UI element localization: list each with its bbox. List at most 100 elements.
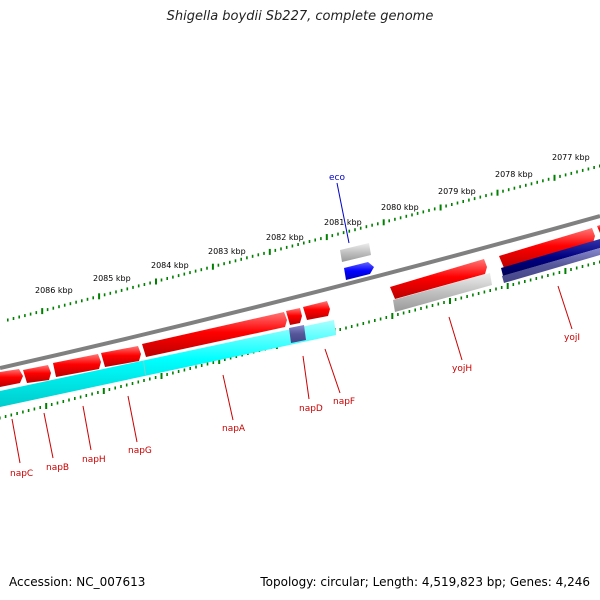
gene-arrow[interactable] — [390, 259, 487, 299]
minor-tick — [257, 253, 260, 257]
minor-tick — [472, 293, 474, 297]
minor-tick — [530, 182, 533, 186]
gene-leader-lines — [11, 285, 573, 464]
minor-tick — [416, 211, 419, 215]
scale-label: 2080 kbp — [381, 203, 419, 212]
minor-tick — [149, 281, 151, 285]
minor-tick — [7, 318, 9, 322]
minor-tick — [154, 376, 157, 379]
gene-label: napF — [333, 397, 355, 407]
minor-tick — [137, 380, 140, 384]
gene-label: napG — [128, 446, 152, 456]
minor-tick — [350, 325, 353, 328]
minor-tick — [143, 379, 145, 382]
minor-tick — [206, 362, 209, 366]
minor-tick — [500, 286, 503, 289]
minor-tick — [114, 386, 116, 390]
minor-tick — [166, 373, 168, 376]
gene-label: napD — [299, 404, 323, 414]
minor-tick — [79, 395, 82, 399]
minor-tick — [402, 311, 405, 315]
scale-label: 2077 kbp — [552, 153, 590, 162]
major-tick — [211, 263, 214, 270]
minor-tick — [16, 412, 18, 415]
major-tick — [268, 248, 271, 255]
gene-label: napH — [82, 455, 106, 465]
minor-tick — [445, 204, 447, 208]
gene-arrow[interactable] — [286, 308, 302, 325]
major-tick — [218, 358, 221, 364]
minor-tick — [564, 173, 567, 177]
minor-tick — [74, 397, 76, 400]
scale-label: 2086 kbp — [35, 286, 73, 295]
minor-tick — [535, 277, 538, 280]
minor-tick — [143, 283, 146, 286]
grey-feature[interactable] — [393, 273, 492, 312]
scale-labels: 2086 kbp 2085 kbp 2084 kbp 2083 kbp 2082… — [35, 153, 590, 295]
minor-tick — [460, 296, 463, 300]
minor-tick — [166, 277, 168, 280]
minor-tick — [529, 278, 532, 282]
scale-label: 2081 kbp — [324, 218, 362, 227]
gene-arrow[interactable] — [53, 354, 101, 377]
minor-tick — [303, 241, 305, 245]
minor-tick — [206, 266, 208, 270]
gene-arrow[interactable] — [142, 312, 287, 357]
slate-segment[interactable] — [289, 325, 306, 343]
minor-tick — [35, 311, 38, 315]
minor-tick — [337, 232, 339, 236]
navy-feature[interactable] — [501, 239, 600, 276]
gene-arrow[interactable] — [499, 228, 595, 268]
minor-tick — [483, 290, 486, 294]
minor-tick — [570, 171, 573, 175]
leader-line — [43, 412, 54, 459]
leader-line — [11, 418, 21, 464]
minor-tick — [473, 197, 476, 201]
minor-tick — [131, 382, 134, 385]
minor-tick — [314, 238, 316, 242]
minor-tick — [368, 320, 370, 324]
outer-scale-ticks — [7, 164, 600, 322]
minor-tick — [513, 186, 516, 190]
leader-line — [324, 348, 341, 394]
scale-label: 2082 kbp — [266, 233, 304, 242]
gene-label: napC — [10, 469, 33, 479]
minor-tick — [362, 322, 365, 325]
minor-tick — [433, 207, 436, 211]
minor-tick — [240, 257, 242, 261]
minor-tick — [200, 268, 203, 272]
gene-arrow[interactable] — [23, 365, 51, 383]
gene-arrow[interactable] — [303, 301, 330, 320]
minor-tick — [69, 302, 72, 306]
minor-tick — [24, 314, 26, 318]
minor-tick — [63, 303, 66, 307]
minor-tick — [420, 307, 422, 310]
slate-feature[interactable] — [502, 248, 600, 283]
minor-tick — [542, 179, 544, 183]
gene-arrow[interactable] — [101, 346, 141, 367]
eco-feature[interactable] — [340, 243, 371, 262]
leader-line — [557, 285, 573, 330]
minor-tick — [235, 355, 238, 358]
minor-tick — [414, 308, 416, 312]
minor-tick — [91, 392, 93, 396]
minor-tick — [507, 188, 510, 192]
minor-tick — [18, 315, 20, 319]
minor-tick — [103, 293, 106, 297]
minor-tick — [263, 251, 265, 255]
minor-tick — [217, 263, 220, 267]
regulatory-feature[interactable] — [344, 262, 374, 280]
minor-tick — [479, 195, 482, 199]
gene-arrow[interactable] — [597, 225, 600, 233]
minor-tick — [22, 410, 24, 414]
genome-backbone — [0, 214, 600, 370]
gene-arrow[interactable] — [0, 369, 23, 387]
minor-tick — [581, 265, 584, 268]
scale-label: 2084 kbp — [151, 261, 189, 270]
minor-tick — [183, 272, 186, 276]
minor-tick — [477, 292, 480, 295]
minor-tick — [397, 313, 399, 316]
minor-tick — [541, 275, 543, 279]
minor-tick — [489, 289, 491, 292]
gene-arrow[interactable] — [0, 320, 336, 407]
